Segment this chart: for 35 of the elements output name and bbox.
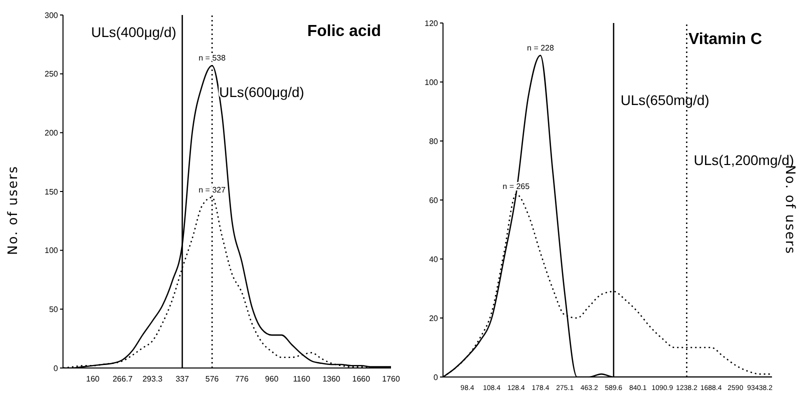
text: Folic acid bbox=[307, 23, 381, 41]
y-axis-title: No. of users bbox=[6, 164, 21, 257]
y-tick-label: 0 bbox=[434, 372, 439, 382]
y-tick-label: 200 bbox=[44, 128, 59, 138]
x-tick-label: 576 bbox=[205, 374, 220, 384]
x-tick-label: 1160 bbox=[292, 374, 311, 384]
annotation: n = 228 bbox=[527, 43, 554, 52]
ref-line-label: ULs(1,200mg/d) bbox=[694, 152, 794, 168]
y-tick-label: 100 bbox=[44, 246, 59, 256]
x-tick-label: 266.7 bbox=[112, 374, 134, 384]
x-tick-label: 776 bbox=[235, 374, 250, 384]
y-tick-label: 50 bbox=[49, 305, 59, 314]
x-tick-label: 1660 bbox=[352, 374, 371, 384]
y-tick-label: 250 bbox=[44, 70, 59, 79]
y-tick-label: 60 bbox=[429, 196, 439, 205]
y-tick-label: 40 bbox=[429, 254, 439, 264]
y-tick-label: 150 bbox=[44, 187, 59, 196]
ref-line-label: ULs(650mg/d) bbox=[620, 92, 710, 108]
annotation: n = 327 bbox=[198, 185, 226, 194]
y-tick-label: 0 bbox=[54, 364, 59, 373]
text: Vitamin C bbox=[688, 31, 762, 49]
y-tick-label: 20 bbox=[429, 314, 439, 323]
ref-line-label: ULs(400μg/d) bbox=[91, 24, 176, 40]
y-tick-label: 300 bbox=[44, 10, 59, 20]
y-tick-label: 120 bbox=[424, 18, 439, 28]
x-tick-label: 1360 bbox=[322, 374, 341, 384]
y-tick-label: 80 bbox=[429, 136, 439, 146]
x-tick-label: 160 bbox=[86, 374, 100, 384]
x-tick-label: 337 bbox=[176, 374, 190, 384]
annotation: n = 538 bbox=[198, 54, 226, 63]
x-tick-label: 960 bbox=[265, 374, 279, 384]
x-tick-label: 1760 bbox=[382, 374, 400, 384]
x-tick-label: 293.3 bbox=[142, 374, 164, 384]
ref-line-label: ULs(600μg/d) bbox=[219, 84, 304, 100]
y-tick-label: 100 bbox=[424, 78, 439, 87]
